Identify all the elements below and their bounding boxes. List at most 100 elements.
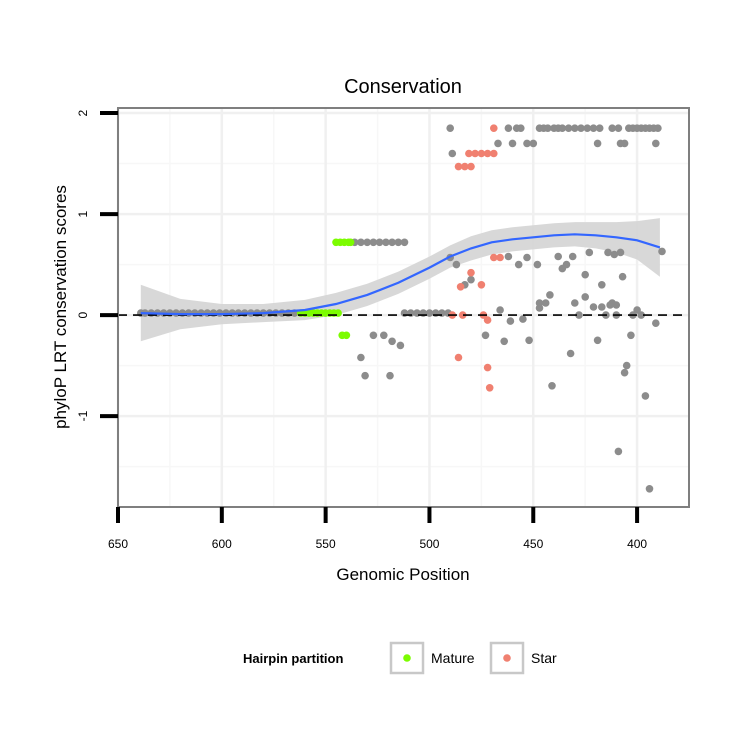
x-tick-label: 500 (419, 537, 439, 551)
data-point-other (658, 247, 666, 256)
data-point-other (467, 275, 475, 284)
data-point-other (386, 371, 394, 380)
data-point-star (456, 283, 465, 291)
data-point-star (496, 253, 504, 262)
data-point-other (598, 281, 606, 289)
data-point-other (446, 124, 455, 132)
data-point-other (627, 331, 635, 340)
data-point-other (523, 253, 531, 262)
data-point-other (583, 124, 592, 132)
data-point-star (477, 281, 486, 289)
data-point-other (494, 139, 502, 148)
data-point-other (481, 331, 490, 340)
data-point-other (388, 337, 396, 346)
data-point-other (514, 260, 523, 269)
data-point-other (554, 252, 562, 261)
data-point-other (361, 371, 369, 380)
data-point-other (500, 337, 509, 346)
data-point-other (369, 331, 378, 340)
x-tick-label: 650 (108, 537, 128, 551)
data-point-other (357, 353, 365, 362)
legend: Hairpin partition Mature Star (243, 641, 557, 675)
data-point-mature (342, 331, 351, 340)
data-point-other (589, 303, 598, 311)
data-point-star (483, 316, 492, 324)
x-tick-label: 600 (212, 537, 232, 551)
data-point-star (477, 149, 486, 158)
data-point-other (633, 306, 641, 314)
data-point-other (533, 260, 542, 269)
data-point-other (504, 124, 513, 132)
data-point-other (654, 124, 662, 132)
data-point-other (558, 124, 567, 132)
data-point-other (496, 306, 504, 314)
chart-title: Conservation (344, 76, 462, 98)
data-point-other (604, 248, 612, 257)
data-point-other (357, 238, 365, 247)
data-point-star (485, 384, 494, 392)
data-point-other (614, 447, 623, 456)
data-point-star (471, 149, 479, 158)
data-point-other (394, 238, 403, 247)
data-point-other (425, 309, 434, 317)
data-point-other (568, 252, 577, 261)
data-point-star (465, 149, 473, 158)
data-point-other (375, 238, 384, 247)
data-point-other (571, 124, 579, 132)
y-tick-label: 1 (76, 210, 90, 217)
data-point-other (581, 293, 589, 301)
x-tick-label: 450 (523, 537, 543, 551)
data-point-other (541, 299, 550, 307)
data-point-star (454, 353, 463, 362)
data-point-other (382, 238, 390, 247)
data-point-other (544, 124, 552, 132)
data-point-star (454, 162, 463, 171)
data-point-other (380, 331, 388, 340)
data-point-other (577, 124, 585, 132)
data-point-other (523, 139, 531, 148)
data-point-other (612, 301, 621, 309)
plot-border (117, 107, 690, 508)
data-point-other (581, 270, 589, 279)
legend-label-star: Star (531, 650, 557, 666)
data-point-other (388, 238, 396, 247)
data-point-other (585, 248, 594, 257)
data-point-star (490, 149, 498, 158)
data-point-other (369, 238, 378, 247)
data-point-other (610, 250, 619, 259)
data-point-other (620, 368, 629, 377)
data-point-star (458, 311, 467, 319)
data-point-other (529, 139, 538, 148)
data-point-other (396, 341, 405, 350)
data-point-other (589, 124, 598, 132)
data-point-other (593, 336, 602, 345)
data-point-other (564, 124, 573, 132)
legend-title: Hairpin partition (243, 651, 343, 666)
data-point-other (645, 485, 654, 493)
data-point-other (614, 124, 623, 132)
legend-dot-mature (403, 654, 411, 662)
smooth-fit-line (140, 233, 661, 316)
data-point-other (595, 124, 604, 132)
data-point-other (508, 139, 517, 148)
data-point-other (652, 319, 660, 328)
data-point-other (546, 291, 554, 299)
data-point-mature (346, 238, 355, 247)
data-point-other (606, 301, 614, 309)
plot-area: 650 600 550 500 450 400 -1 0 1 2 (76, 107, 690, 551)
y-axis-title: phyloP LRT conservation scores (51, 185, 70, 429)
x-tick-label: 400 (627, 537, 647, 551)
x-tick-label: 550 (316, 537, 336, 551)
y-tick-label: -1 (76, 410, 90, 421)
x-axis-title: Genomic Position (336, 565, 469, 584)
data-point-other (548, 382, 556, 390)
data-point-other (620, 139, 629, 148)
data-point-other (400, 238, 409, 247)
data-point-other (506, 317, 515, 325)
data-point-other (637, 311, 645, 319)
legend-label-mature: Mature (431, 650, 475, 666)
data-point-other (519, 315, 527, 323)
data-point-star (490, 253, 498, 262)
data-point-other (622, 361, 631, 370)
data-point-other (517, 124, 525, 132)
